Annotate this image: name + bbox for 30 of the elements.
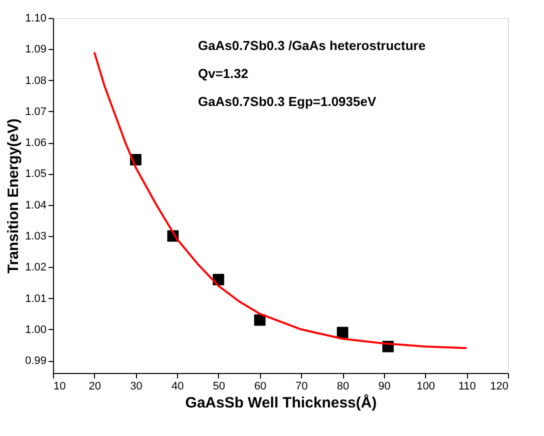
annotation: GaAs0.7Sb0.3 /GaAs heterostructure bbox=[198, 38, 426, 53]
y-tick-label: 0.99 bbox=[25, 355, 46, 368]
x-tick-label: 90 bbox=[378, 380, 391, 392]
x-tick-label: 70 bbox=[296, 380, 308, 392]
x-tick-label: 20 bbox=[88, 380, 101, 392]
x-tick-label: 120 bbox=[490, 380, 508, 392]
x-axis-title: GaAsSb Well Thickness(Å) bbox=[185, 394, 377, 412]
annotation: GaAs0.7Sb0.3 Egp=1.0935eV bbox=[198, 94, 376, 109]
y-tick-label: 1.06 bbox=[25, 137, 46, 150]
annotation: Qv=1.32 bbox=[198, 66, 248, 81]
y-tick-label: 1.02 bbox=[25, 262, 46, 274]
x-tick-label: 10 bbox=[54, 380, 66, 392]
y-tick-label: 1.00 bbox=[25, 324, 46, 336]
point bbox=[254, 314, 266, 326]
x-tick-label: 60 bbox=[254, 380, 266, 392]
y-tick-label: 1.05 bbox=[25, 168, 46, 180]
y-tick-label: 1.10 bbox=[25, 12, 46, 24]
y-tick-label: 1.01 bbox=[25, 292, 46, 305]
y-tick-label: 1.07 bbox=[25, 106, 46, 118]
x-tick-label: 80 bbox=[336, 380, 350, 392]
x-tick-label: 40 bbox=[171, 380, 184, 392]
y-tick-label: 1.03 bbox=[25, 230, 46, 242]
x-tick-label: 110 bbox=[458, 380, 476, 392]
x-tick-label: 50 bbox=[212, 380, 226, 392]
y-tick-label: 1.08 bbox=[25, 74, 46, 87]
y-axis-title: Transition Energy(eV) bbox=[5, 118, 22, 274]
y-tick-label: 1.04 bbox=[25, 199, 46, 212]
x-tick-label: 30 bbox=[130, 380, 142, 392]
x-tick-label: 100 bbox=[416, 380, 435, 392]
y-tick-label: 1.09 bbox=[25, 44, 46, 56]
